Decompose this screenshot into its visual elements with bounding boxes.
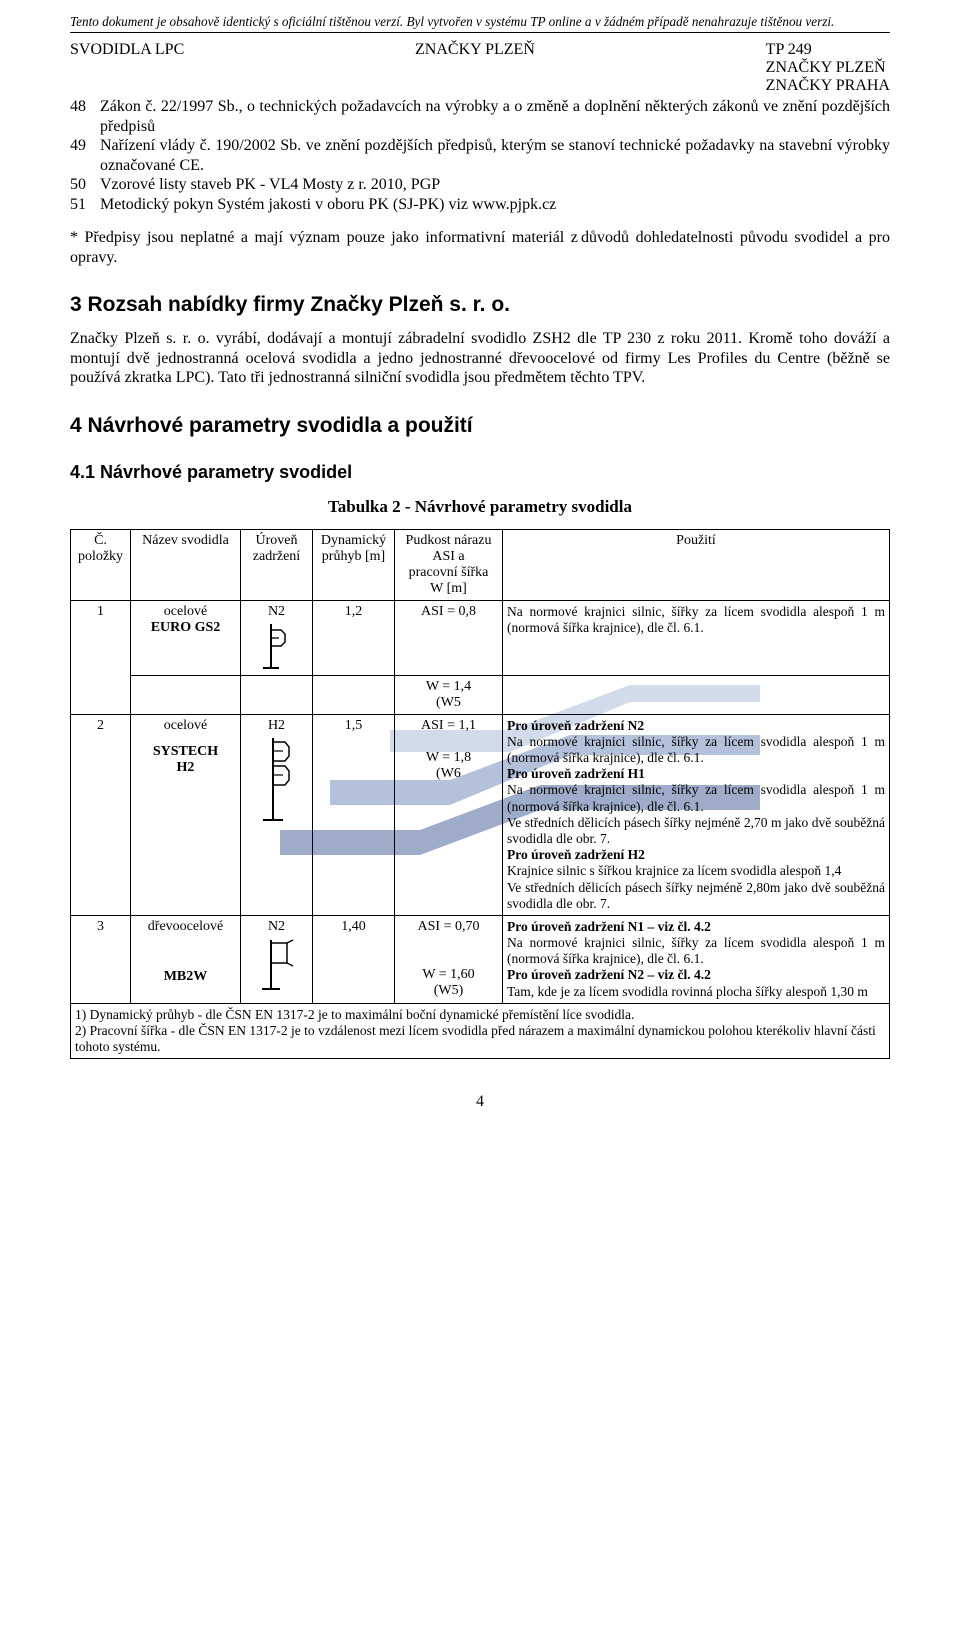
hdr-center: ZNAČKY PLZEŇ — [415, 41, 535, 95]
cell-dp: 1,5 — [313, 714, 395, 915]
cell-name: dřevoocelové MB2W — [131, 915, 241, 1003]
params-table: Č. položky Název svodidla Úroveň zadržen… — [70, 529, 890, 1060]
page-number: 4 — [70, 1093, 890, 1111]
table-footnotes: 1) Dynamický průhyb - dle ČSN EN 1317-2 … — [71, 1003, 890, 1059]
table-caption: Tabulka 2 - Návrhové parametry svodidla — [70, 497, 890, 517]
ref-text: Vzorové listy staveb PK - VL4 Mosty z r.… — [100, 175, 890, 195]
ref-text: Zákon č. 22/1997 Sb., o technických poža… — [100, 97, 890, 136]
hdr-left: SVODIDLA LPC — [70, 41, 184, 95]
cell-no: 2 — [71, 714, 131, 915]
cell-level: H2 — [241, 714, 313, 915]
th-use: Použití — [503, 529, 890, 600]
ref-num: 51 — [70, 195, 100, 215]
table-row: 3 dřevoocelové MB2W N2 1,40 ASI = 0,70 W… — [71, 915, 890, 1003]
cell-use: Pro úroveň zadržení N2 Na normové krajni… — [503, 714, 890, 915]
th-name: Název svodidla — [131, 529, 241, 600]
cell-level: N2 — [241, 915, 313, 1003]
ref-num: 50 — [70, 175, 100, 195]
ref-num: 49 — [70, 136, 100, 175]
th-dp: Dynamický průhyb [m] — [313, 529, 395, 600]
barrier-systech-icon — [255, 736, 299, 824]
ref-text: Metodický pokyn Systém jakosti v oboru P… — [100, 195, 890, 215]
table-row: 2 ocelové SYSTECHH2 H2 1,5 ASI = 1,1 W =… — [71, 714, 890, 915]
cell-use: Na normové krajnici silnic, šířky za líc… — [503, 600, 890, 675]
cell-no: 1 — [71, 600, 131, 714]
cell-level: N2 — [241, 600, 313, 675]
hdr-right-1: TP 249 — [766, 41, 890, 59]
barrier-mb2w-icon — [255, 937, 299, 993]
section-4-title: 4 Návrhové parametry svodidla a použití — [70, 414, 890, 438]
ref-text: Nařízení vlády č. 190/2002 Sb. ve znění … — [100, 136, 890, 175]
cell-w-extra: W = 1,4 (W5 — [395, 675, 503, 714]
cell-dp: 1,40 — [313, 915, 395, 1003]
cell-asi: ASI = 0,8 — [395, 600, 503, 675]
section-4-1-title: 4.1 Návrhové parametry svodidel — [70, 462, 890, 483]
cell-dp: 1,2 — [313, 600, 395, 675]
th-no: Č. položky — [71, 529, 131, 600]
th-asi: Pudkost nárazu ASI a pracovní šířka W [m… — [395, 529, 503, 600]
hdr-right-2: ZNAČKY PLZEŇ — [766, 59, 890, 77]
asterisk-note: * Předpisy jsou neplatné a mají význam p… — [70, 228, 890, 267]
section-3-body: Značky Plzeň s. r. o. vyrábí, dodávají a… — [70, 329, 890, 388]
cell-asi: ASI = 1,1 W = 1,8 (W6 — [395, 714, 503, 915]
cell-no: 3 — [71, 915, 131, 1003]
cell-asi: ASI = 0,70 W = 1,60 (W5) — [395, 915, 503, 1003]
table-footnote-row: 1) Dynamický průhyb - dle ČSN EN 1317-2 … — [71, 1003, 890, 1059]
hdr-right-3: ZNAČKY PRAHA — [766, 77, 890, 95]
cell-use: Pro úroveň zadržení N1 – viz čl. 4.2 Na … — [503, 915, 890, 1003]
barrier-gs2-icon — [257, 622, 297, 670]
cell-name: ocelovéEURO GS2 — [131, 600, 241, 675]
table-row: W = 1,4 (W5 — [71, 675, 890, 714]
cell-name: ocelové SYSTECHH2 — [131, 714, 241, 915]
th-level: Úroveň zadržení — [241, 529, 313, 600]
section-3-title: 3 Rozsah nabídky firmy Značky Plzeň s. r… — [70, 293, 890, 317]
top-disclaimer: Tento dokument je obsahově identický s o… — [70, 14, 890, 33]
table-row: 1 ocelovéEURO GS2 N2 1,2 ASI = 0,8 Na no… — [71, 600, 890, 675]
ref-num: 48 — [70, 97, 100, 136]
